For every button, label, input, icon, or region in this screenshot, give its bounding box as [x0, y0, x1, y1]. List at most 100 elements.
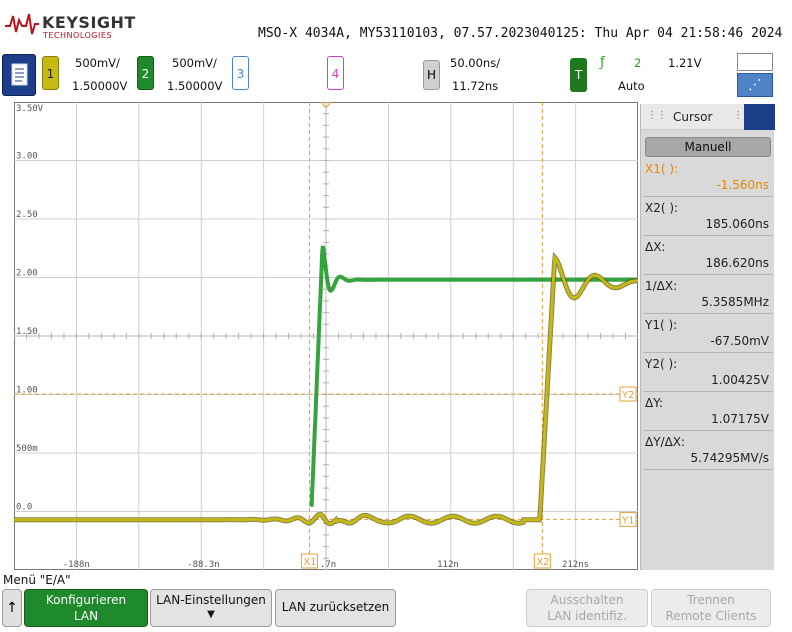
cursor-readout-row: Y1( ): -67.50mV	[641, 314, 775, 353]
cursor-readout-label: Y2( ):	[645, 357, 678, 371]
measure-icon[interactable]: ⋰	[737, 73, 773, 97]
softkey-label: LAN zurücksetzen	[281, 600, 390, 614]
y-axis-label: 2.00	[16, 269, 38, 279]
softkey-label: Konfigurieren	[45, 593, 127, 607]
ch2-scale: 500mV/	[172, 56, 217, 70]
channel-1-button[interactable]: 1	[42, 56, 59, 90]
trigger-button[interactable]: T	[570, 58, 587, 92]
divider	[643, 391, 773, 392]
ch1-scale: 500mV/	[75, 56, 120, 70]
cursor-readout-value: 186.620ns	[705, 256, 769, 270]
cursor-y1-marker	[619, 511, 637, 527]
softkey-label: Trennen	[687, 593, 735, 607]
softkey-label: LAN-Einstellungen	[156, 593, 266, 607]
cursor-readout-label: ΔY:	[645, 396, 663, 410]
cursor-readout-value: 1.00425V	[711, 373, 769, 387]
cursor-readout-row: ΔY: 1.07175V	[641, 392, 775, 431]
cursor-x2-marker	[533, 553, 551, 569]
keysight-wave-icon	[5, 13, 39, 35]
cursor-x1-marker	[300, 553, 318, 569]
channel-bar: 1 500mV/ 1.50000V 2 500mV/ 1.50000V 3 4 …	[0, 50, 792, 100]
cursor-readout-row: X1( ): -1.560ns	[641, 158, 775, 197]
cursor-panel-title: Cursor	[673, 110, 713, 124]
main-menu-button[interactable]	[2, 54, 36, 96]
panel-menu-icon[interactable]	[744, 104, 775, 130]
ch2-offset: 1.50000V	[167, 79, 223, 93]
softkey-label: Ausschalten	[550, 593, 624, 607]
drag-grip-icon[interactable]: ⋮⋮	[647, 110, 667, 121]
trigger-source: 2	[634, 56, 642, 70]
divider	[643, 196, 773, 197]
keysight-logo: KEYSIGHT TECHNOLOGIES	[4, 10, 136, 42]
x-axis-label: -188n	[63, 560, 90, 570]
softkey-label: LAN	[73, 609, 99, 623]
softkey-label: LAN identifiz.	[547, 609, 627, 623]
menu-up-button[interactable]: ↑	[2, 589, 22, 627]
y-axis-label: 1.00	[16, 386, 38, 396]
channel-3-button[interactable]: 3	[232, 56, 249, 90]
cursor-readout-label: ΔX:	[645, 240, 666, 254]
y-axis-label: 1.50	[16, 327, 38, 337]
divider	[643, 469, 773, 470]
disconnect-remote-button: Trennen Remote Clients	[651, 589, 771, 627]
cursor-readout-value: 185.060ns	[705, 217, 769, 231]
cursor-y2-marker	[619, 386, 637, 402]
cursor-readout-value: 5.3585MHz	[701, 295, 769, 309]
menu-label: Menü "E/A"	[3, 573, 71, 587]
cursor-y2-marker-label: Y2	[621, 390, 634, 401]
waveform-svg: 3.50V 3.00 2.50 2.00 1.50 1.00 500m 0.0 -188n -88…	[14, 102, 638, 570]
window-resize-icon[interactable]	[737, 53, 773, 71]
cursor-readout-row: Y2( ): 1.00425V	[641, 353, 775, 392]
trigger-level: 1.21V	[668, 56, 702, 70]
x-axis-label: .7n	[320, 560, 336, 570]
cursor-readout-value: 1.07175V	[711, 412, 769, 426]
cursor-mode-button[interactable]: Manuell	[645, 137, 771, 157]
channel-1-trace	[14, 254, 638, 526]
brand-sub: TECHNOLOGIES	[43, 31, 112, 40]
cursor-y1-marker-label: Y1	[621, 515, 634, 526]
horizontal-scale: 50.00ns/	[450, 56, 501, 70]
divider	[643, 313, 773, 314]
cursor-readout-value: -1.560ns	[716, 178, 769, 192]
up-arrow-icon: ↑	[6, 600, 18, 616]
cursor-readout-row: X2( ): 185.060ns	[641, 197, 775, 236]
divider	[643, 352, 773, 353]
trigger-edge-icon: ƒ	[600, 55, 605, 70]
cursor-readout-row: ΔX: 186.620ns	[641, 236, 775, 275]
cursor-readout-value: -67.50mV	[710, 334, 769, 348]
lan-reset-button[interactable]: LAN zurücksetzen	[275, 589, 396, 627]
cursor-x2-marker-label: X2	[536, 557, 549, 568]
dropdown-arrow-icon: ▼	[207, 609, 215, 620]
cursor-readout-label: X1( ):	[645, 162, 679, 176]
y-axis-label: 3.00	[16, 152, 38, 162]
brand-name: KEYSIGHT	[42, 13, 136, 32]
y-axis-label: 0.0	[16, 503, 32, 513]
cursor-readout-label: ΔY/ΔX:	[645, 435, 686, 449]
horizontal-button[interactable]: H	[423, 60, 440, 90]
divider	[643, 430, 773, 431]
cursor-readout-value: 5.74295MV/s	[690, 451, 769, 465]
channel-2-button[interactable]: 2	[137, 56, 154, 90]
drag-grip-icon[interactable]: ⋮⋮	[733, 110, 753, 121]
y-axis-label: 500m	[16, 444, 38, 454]
trigger-mode: Auto	[618, 79, 645, 93]
y-axis-label: 2.50	[16, 210, 38, 220]
cursor-readout-label: X2( ):	[645, 201, 679, 215]
lan-settings-button[interactable]: LAN-Einstellungen ▼	[150, 589, 272, 627]
divider	[643, 235, 773, 236]
channel-4-button[interactable]: 4	[327, 56, 344, 90]
divider	[643, 274, 773, 275]
x-axis-label: 212ns	[562, 560, 589, 570]
cursor-readout-row: ΔY/ΔX: 5.74295MV/s	[641, 431, 775, 470]
lan-identify-button: Ausschalten LAN identifiz.	[526, 589, 648, 627]
cursor-readout-label: Y1( ):	[645, 318, 678, 332]
cursor-panel-header: ⋮⋮ Cursor ⋮⋮	[641, 104, 775, 130]
waveform-display[interactable]: 3.50V 3.00 2.50 2.00 1.50 1.00 500m 0.0 -188n -88…	[14, 102, 638, 570]
cursor-readout-label: 1/ΔX:	[645, 279, 678, 293]
window-controls: ⋰	[737, 53, 773, 97]
configure-lan-button[interactable]: Konfigurieren LAN	[24, 589, 148, 627]
cursor-x1-marker-label: X1	[303, 557, 316, 568]
trigger-position-icon	[320, 102, 332, 109]
cursor-panel: ⋮⋮ Cursor ⋮⋮ Manuell X1( ): -1.560ns X2( )…	[640, 104, 775, 570]
